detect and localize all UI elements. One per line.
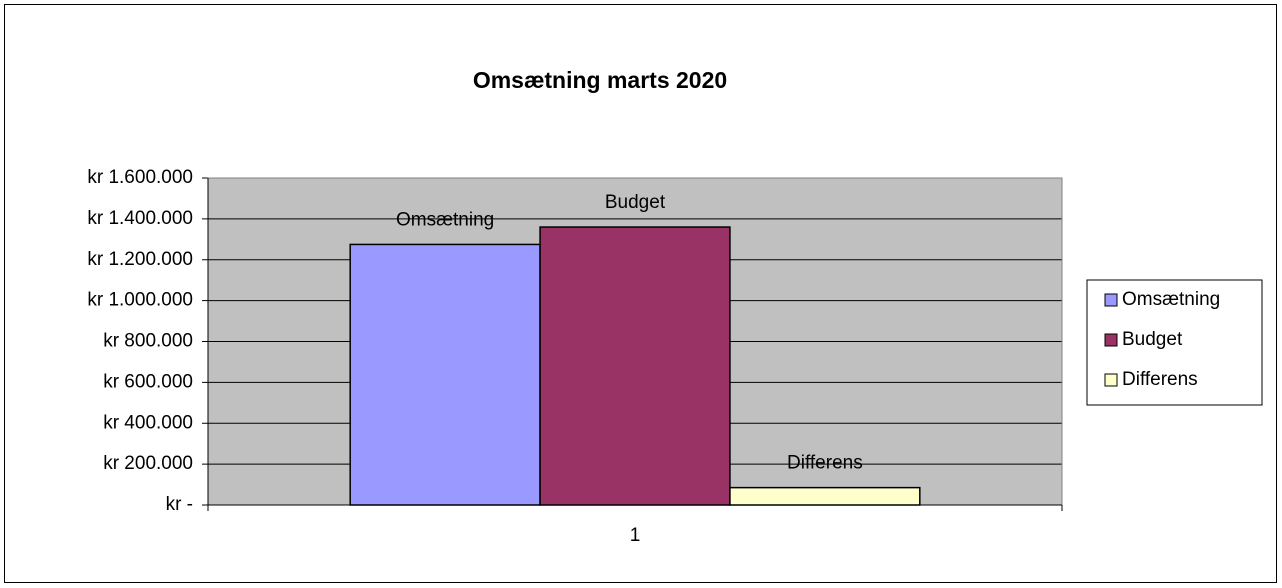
y-tick-label: kr 400.000 <box>103 412 193 433</box>
legend-swatch <box>1104 373 1118 387</box>
chart-title: Omsætning marts 2020 <box>473 67 727 93</box>
data-label: Budget <box>605 192 666 213</box>
legend-swatch <box>1104 293 1118 307</box>
y-tick-label: kr 1.000.000 <box>87 290 193 311</box>
y-tick-label: kr 1.600.000 <box>87 167 193 188</box>
y-tick-label: kr 800.000 <box>103 331 193 352</box>
y-tick-label: kr 1.400.000 <box>87 208 193 229</box>
data-label: Differens <box>787 453 863 474</box>
x-tick-label: 1 <box>630 525 641 546</box>
legend-label: Differens <box>1122 369 1198 390</box>
legend-label: Omsætning <box>1122 289 1220 310</box>
bar <box>729 486 921 506</box>
legend-label: Budget <box>1122 329 1183 350</box>
legend-swatch <box>1104 333 1118 347</box>
y-tick-label: kr 600.000 <box>103 371 193 392</box>
y-tick-label: kr 200.000 <box>103 453 193 474</box>
bar <box>349 243 541 506</box>
y-tick-label: kr 1.200.000 <box>87 249 193 270</box>
bar <box>539 226 731 506</box>
y-tick-label: kr - <box>166 494 193 515</box>
data-label: Omsætning <box>396 209 494 230</box>
